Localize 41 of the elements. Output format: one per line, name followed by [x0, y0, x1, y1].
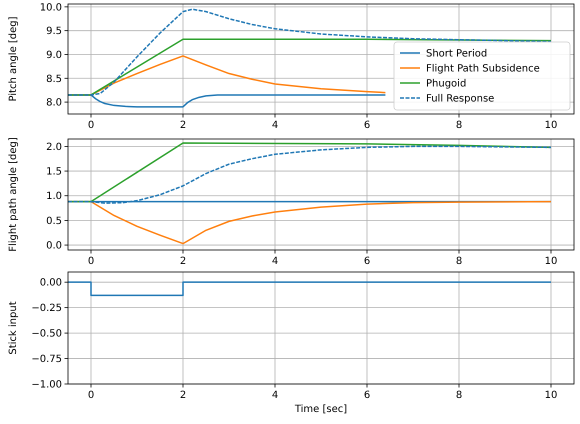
y-tick-label: 9.0 — [46, 50, 62, 61]
x-tick-label: 2 — [180, 120, 186, 131]
x-tick-label: 4 — [272, 390, 278, 401]
y-tick-label: 1.0 — [46, 191, 62, 202]
x-tick-label: 0 — [88, 390, 94, 401]
y-tick-label: 1.5 — [46, 166, 62, 178]
y-tick-label: 10.0 — [40, 2, 62, 14]
x-tick-label: 4 — [272, 120, 278, 131]
legend-label: Flight Path Subsidence — [426, 64, 540, 74]
legend-label: Phugoid — [426, 78, 466, 90]
x-tick-label: 6 — [364, 390, 370, 401]
x-tick-label: 8 — [456, 120, 462, 131]
x-axis-title: Time [sec] — [294, 404, 348, 415]
y-tick-label: 0.00 — [40, 278, 62, 289]
y-tick-label: 8.5 — [46, 74, 62, 85]
x-tick-label: 0 — [88, 120, 94, 131]
x-tick-label: 6 — [364, 256, 370, 267]
y-tick-label: −0.75 — [31, 354, 62, 366]
y-tick-label: −0.25 — [31, 303, 62, 314]
x-tick-label: 10 — [544, 120, 558, 131]
y-tick-label: 8.0 — [46, 98, 62, 109]
legend-label: Full Response — [426, 94, 494, 104]
x-tick-label: 10 — [544, 390, 558, 401]
x-tick-label: 0 — [88, 256, 94, 267]
x-tick-label: 8 — [456, 256, 462, 267]
y-axis-title: Stick input — [8, 301, 19, 355]
x-tick-label: 6 — [364, 120, 370, 131]
legend-label: Short Period — [426, 48, 488, 60]
y-tick-label: 2.0 — [46, 142, 62, 153]
x-tick-label: 2 — [180, 390, 186, 401]
y-tick-label: 0.0 — [46, 240, 62, 252]
y-tick-label: −0.50 — [31, 328, 62, 340]
y-axis-title: Pitch angle [deg] — [8, 16, 19, 102]
x-tick-label: 4 — [272, 256, 278, 267]
x-tick-label: 8 — [456, 390, 462, 401]
y-tick-label: 0.5 — [46, 216, 62, 227]
y-tick-label: 9.5 — [46, 26, 62, 38]
x-tick-label: 10 — [544, 256, 558, 267]
x-tick-label: 2 — [180, 256, 186, 267]
y-tick-label: −1.00 — [31, 380, 62, 390]
y-axis-title: Flight path angle [deg] — [8, 137, 19, 252]
